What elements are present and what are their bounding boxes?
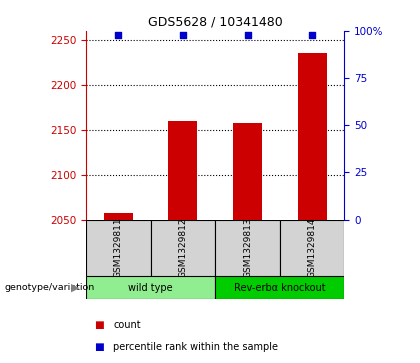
Text: percentile rank within the sample: percentile rank within the sample (113, 342, 278, 352)
Bar (215, 220, 280, 276)
Text: GSM1329813: GSM1329813 (243, 217, 252, 278)
Text: GSM1329812: GSM1329812 (178, 217, 187, 278)
Text: genotype/variation: genotype/variation (4, 283, 94, 292)
Bar (151, 220, 215, 276)
Text: ▶: ▶ (71, 283, 80, 293)
Text: Rev-erbα knockout: Rev-erbα knockout (234, 283, 326, 293)
Bar (168, 121, 197, 220)
Bar (86, 276, 215, 299)
Text: count: count (113, 320, 141, 330)
Bar (233, 123, 262, 220)
Text: wild type: wild type (129, 283, 173, 293)
Bar (298, 53, 327, 220)
Point (244, 32, 251, 37)
Text: ■: ■ (94, 320, 104, 330)
Point (180, 32, 186, 37)
Point (309, 32, 315, 37)
Text: GSM1329814: GSM1329814 (307, 217, 317, 278)
Bar (104, 213, 133, 220)
Bar (86, 220, 151, 276)
Title: GDS5628 / 10341480: GDS5628 / 10341480 (148, 15, 283, 28)
Bar (215, 276, 344, 299)
Point (115, 32, 122, 37)
Bar (280, 220, 344, 276)
Text: ■: ■ (94, 342, 104, 352)
Text: GSM1329811: GSM1329811 (114, 217, 123, 278)
